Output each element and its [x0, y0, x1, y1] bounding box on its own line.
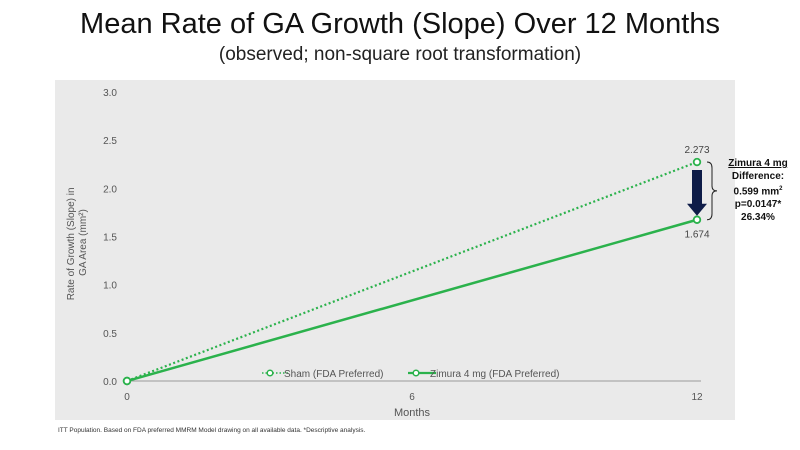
data-point: [692, 215, 702, 224]
series-layer: [122, 157, 702, 386]
x-axis-ticks: 0 6 12: [124, 392, 703, 403]
y-axis-ticks: 0.0 0.5 1.0 1.5 2.0 2.5 3.0: [103, 88, 117, 388]
x-tick-label: 6: [409, 392, 415, 403]
difference-arrow: [687, 170, 707, 216]
y-tick-label: 1.5: [103, 233, 117, 244]
y-tick-label: 0.5: [103, 329, 117, 340]
legend-marker: [266, 369, 274, 377]
legend-label: Zimura 4 mg (FDA Preferred): [430, 369, 559, 380]
data-label: 2.273: [684, 145, 709, 156]
legend-label: Sham (FDA Preferred): [284, 369, 383, 380]
y-tick-label: 0.0: [103, 377, 117, 388]
annotation-difference-value: 0.599 mm2: [722, 183, 794, 198]
y-axis-label-line2: GA Area (mm²): [78, 209, 89, 276]
series-line-sham: [126, 161, 698, 383]
annotation-title: Zimura 4 mg: [728, 158, 788, 169]
data-point: [122, 376, 132, 386]
y-axis-label-line1: Rate of Growth (Slope) in: [66, 187, 77, 300]
y-tick-label: 3.0: [103, 88, 117, 99]
y-axis-label: Rate of Growth (Slope) in GA Area (mm²): [66, 185, 89, 301]
legend: Sham (FDA Preferred) Zimura 4 mg (FDA Pre…: [262, 369, 559, 380]
annotation-percent: 26.34%: [741, 212, 775, 224]
difference-annotation: Zimura 4 mg Difference: 0.599 mm2 p=0.01…: [722, 157, 794, 224]
x-tick-label: 0: [124, 392, 130, 403]
y-tick-label: 2.5: [103, 136, 117, 147]
annotation-difference-number: 0.599 mm: [733, 186, 780, 198]
data-labels: 2.273 1.674: [684, 145, 709, 241]
x-tick-label: 12: [691, 392, 703, 403]
chart-subtitle: (observed; non-square root transformatio…: [218, 44, 582, 65]
difference-marker: [687, 161, 718, 221]
series-line-zimura: [126, 218, 698, 383]
annotation-p-value: p=0.0147*: [734, 199, 782, 211]
annotation-unit-superscript: 2: [779, 186, 783, 192]
y-tick-label: 2.0: [103, 184, 117, 195]
data-label: 1.674: [684, 230, 709, 241]
footnote: ITT Population. Based on FDA preferred M…: [58, 427, 366, 434]
x-axis-label: Months: [394, 407, 431, 419]
legend-marker: [412, 369, 420, 377]
data-point: [692, 157, 702, 167]
annotation-difference-label: Difference:: [731, 171, 785, 182]
difference-brace: [706, 161, 718, 221]
chart-title: Mean Rate of GA Growth (Slope) Over 12 M…: [80, 8, 720, 40]
y-tick-label: 1.0: [103, 281, 117, 292]
plot-background: [55, 80, 735, 420]
